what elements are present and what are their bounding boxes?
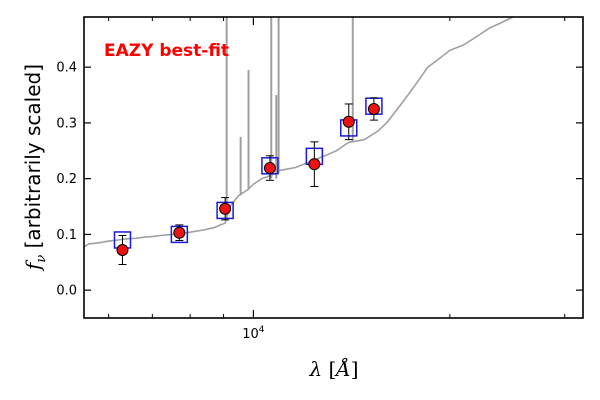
y-tick-label: 0.0: [56, 284, 77, 299]
y-tick-label: 0.2: [56, 172, 77, 187]
y-axis-label: fν [arbitrarily scaled]: [21, 64, 49, 272]
plot-area: [84, 17, 514, 265]
y-tick-label: 0.3: [56, 116, 77, 131]
y-tick-label: 0.1: [56, 228, 77, 243]
observed-flux-point: [342, 115, 355, 128]
observed-flux-point: [219, 202, 232, 215]
template-spectrum: [84, 17, 514, 248]
x-axis-label: λ [Å]: [308, 356, 358, 381]
observed-flux-point: [116, 243, 129, 256]
observed-flux-point: [308, 158, 321, 171]
x-tick-label: 104: [242, 325, 265, 342]
y-tick-label: 0.4: [56, 61, 77, 76]
observed-flux-point: [263, 162, 276, 175]
annotation-label: EAZY best-fit: [104, 41, 229, 61]
observed-flux-point: [367, 102, 380, 115]
axis-ticks: 0.0 0.1 0.2 0.3 0.4 104: [56, 17, 583, 342]
axes-frame: [83, 16, 584, 319]
observed-flux-point: [173, 226, 186, 239]
